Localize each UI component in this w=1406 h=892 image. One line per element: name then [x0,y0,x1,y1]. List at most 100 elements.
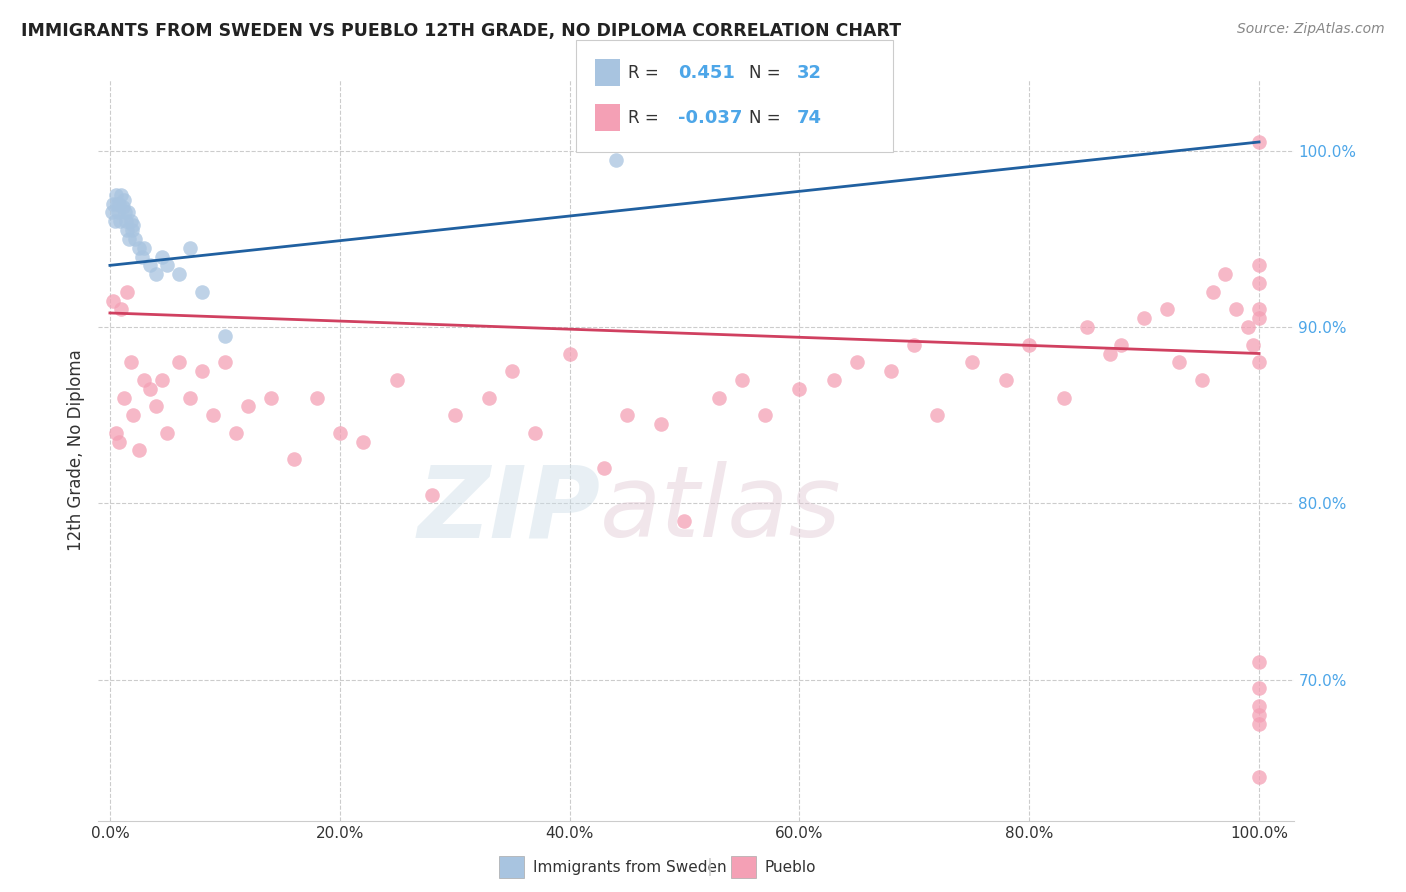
Point [1247,699,1270,714]
Point [1247,681,1270,696]
Point [1213,267,1236,281]
Point [673,514,696,528]
Point [754,408,776,422]
Point [156,425,179,440]
Text: |: | [707,858,713,876]
Point [179,241,201,255]
Point [134,373,156,387]
Point [1191,373,1213,387]
Text: ZIP: ZIP [418,461,600,558]
Point [115,223,138,237]
Point [1247,135,1270,149]
Point [139,259,162,273]
Point [128,241,150,255]
Text: atlas: atlas [600,461,842,558]
Point [1202,285,1225,299]
Point [156,259,179,273]
Text: -0.037: -0.037 [678,110,742,128]
Text: R =: R = [628,110,659,128]
Point [1247,716,1270,731]
Text: N =: N = [749,110,780,128]
Point [1241,337,1264,351]
Point [1247,302,1270,317]
Text: IMMIGRANTS FROM SWEDEN VS PUEBLO 12TH GRADE, NO DIPLOMA CORRELATION CHART: IMMIGRANTS FROM SWEDEN VS PUEBLO 12TH GR… [21,22,901,40]
Point [145,267,167,281]
Point [122,218,145,232]
Point [385,373,409,387]
Point [1156,302,1178,317]
Text: Source: ZipAtlas.com: Source: ZipAtlas.com [1237,22,1385,37]
Point [104,187,127,202]
Point [305,391,328,405]
Point [104,425,127,440]
Point [145,400,167,414]
Point [118,232,141,246]
Point [960,355,983,369]
Point [107,205,129,219]
Point [731,373,754,387]
Point [1133,311,1156,326]
Point [903,337,925,351]
Point [101,205,124,219]
Point [108,196,131,211]
Point [214,355,236,369]
Point [103,293,125,308]
Point [105,196,128,211]
Point [995,373,1018,387]
Point [120,355,142,369]
Point [1018,337,1040,351]
Point [1247,770,1270,784]
Point [167,267,190,281]
Point [167,355,190,369]
Point [121,223,143,237]
Point [707,391,730,405]
Point [789,382,811,396]
Text: N =: N = [749,64,780,82]
Point [115,214,138,228]
Point [1053,391,1076,405]
Point [108,434,131,449]
Point [115,285,138,299]
Point [558,346,581,360]
Text: 0.451: 0.451 [678,64,734,82]
Point [501,364,523,378]
Point [150,373,173,387]
Point [1247,707,1270,722]
Point [1076,320,1098,334]
Point [236,400,259,414]
Point [1098,346,1121,360]
Point [131,250,153,264]
Point [134,241,156,255]
Point [352,434,374,449]
Point [1109,337,1132,351]
Point [128,443,150,458]
Point [1225,302,1247,317]
Point [927,408,949,422]
Point [524,425,547,440]
Point [111,200,134,214]
Point [191,364,214,378]
Point [329,425,352,440]
Point [120,214,142,228]
Point [283,452,305,467]
Point [225,425,247,440]
Point [1247,311,1270,326]
Point [103,196,125,211]
Point [1247,355,1270,369]
Point [103,214,125,228]
Point [139,382,162,396]
Point [112,391,135,405]
Text: 32: 32 [797,64,823,82]
Point [1247,259,1270,273]
Point [845,355,868,369]
Point [124,232,146,246]
Point [1247,655,1270,669]
Point [260,391,283,405]
Point [1167,355,1189,369]
Point [605,153,627,167]
Point [110,302,132,317]
Text: 74: 74 [797,110,823,128]
Text: R =: R = [628,64,659,82]
Point [112,193,135,207]
Point [650,417,672,431]
